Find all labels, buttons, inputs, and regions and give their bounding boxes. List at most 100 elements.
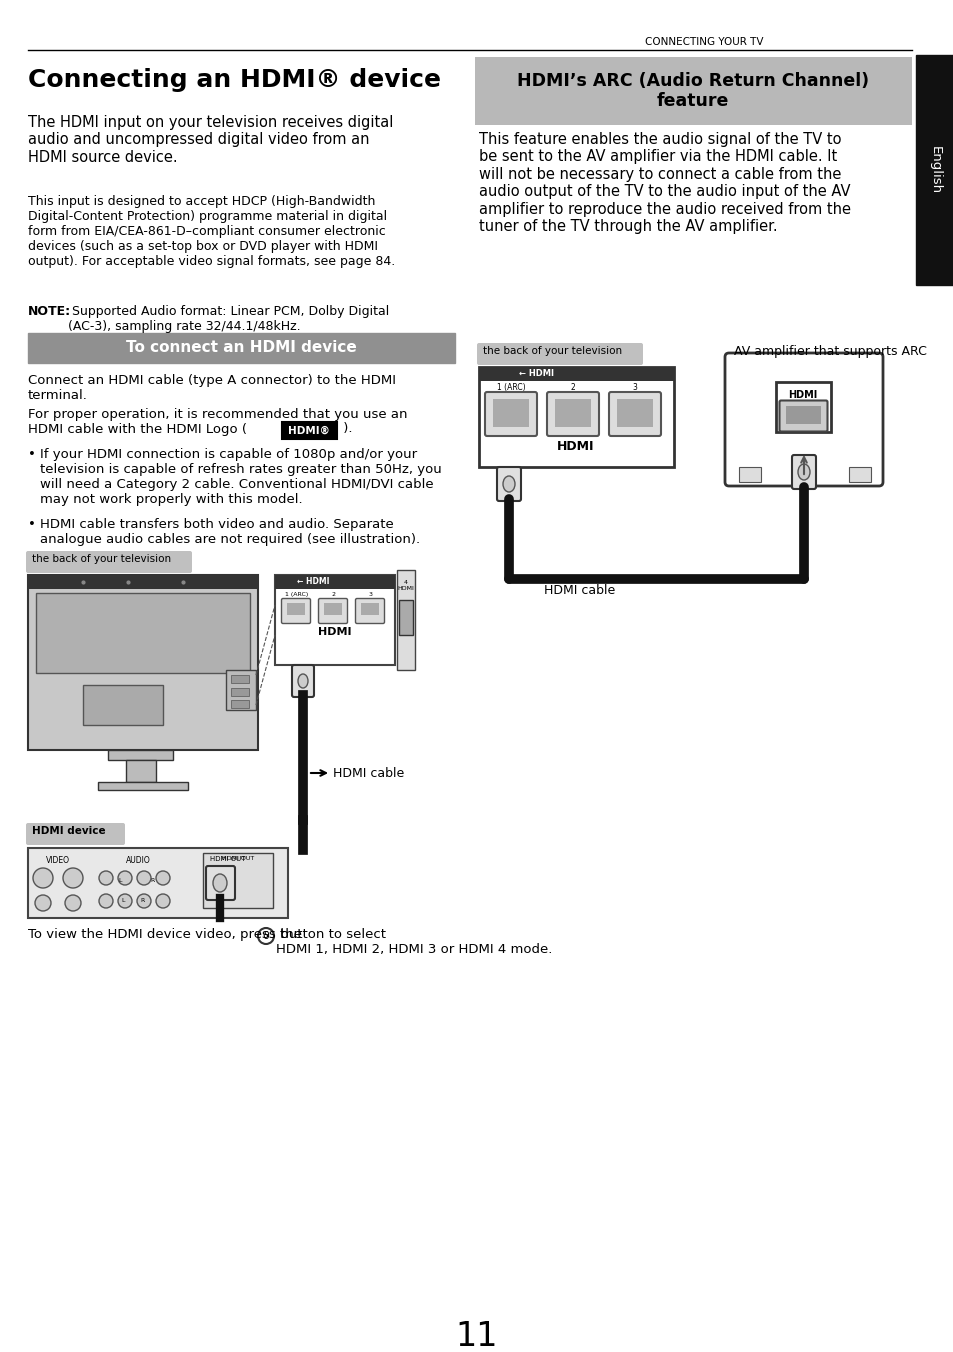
Bar (28, 575, 257, 589)
Text: HDMI OUT: HDMI OUT (210, 856, 246, 863)
Text: ← HDMI: ← HDMI (518, 369, 554, 379)
Text: 3: 3 (632, 383, 637, 392)
Text: 1 (ARC): 1 (ARC) (285, 592, 309, 598)
Bar (83, 685, 163, 725)
Text: 1 (ARC): 1 (ARC) (497, 383, 525, 392)
Text: If your HDMI connection is capable of 1080p and/or your
television is capable of: If your HDMI connection is capable of 10… (40, 448, 441, 506)
Bar (739, 466, 760, 483)
Text: HDMI’s ARC (Audio Return Channel)
feature: HDMI’s ARC (Audio Return Channel) featur… (517, 72, 868, 111)
Ellipse shape (502, 476, 515, 492)
Text: •: • (28, 448, 36, 461)
Text: HDMI®: HDMI® (288, 426, 330, 435)
Text: VIDEO: VIDEO (46, 856, 70, 865)
Text: R: R (141, 898, 145, 903)
Bar (274, 575, 395, 665)
Text: 4
HDMI: 4 HDMI (397, 580, 414, 591)
Bar (231, 700, 249, 708)
Text: HDMI cable transfers both video and audio. Separate
analogue audio cables are no: HDMI cable transfers both video and audi… (40, 518, 419, 546)
Bar (231, 675, 249, 683)
Bar (493, 399, 529, 427)
Text: HDMI: HDMI (318, 627, 352, 637)
Bar (396, 571, 415, 671)
Text: This input is designed to accept HDCP (High-Bandwidth
Digital-Content Protection: This input is designed to accept HDCP (H… (28, 195, 395, 268)
FancyBboxPatch shape (206, 867, 234, 900)
Text: 2: 2 (332, 592, 335, 598)
Text: English: English (927, 146, 941, 195)
Text: Connect an HDMI cable (type A connector) to the HDMI
terminal.: Connect an HDMI cable (type A connector)… (28, 375, 395, 402)
Text: HDMI: HDMI (557, 439, 594, 453)
FancyBboxPatch shape (318, 599, 347, 623)
Bar (785, 406, 821, 425)
Text: 3: 3 (369, 592, 373, 598)
Text: the back of your television: the back of your television (32, 554, 171, 564)
Bar (36, 594, 250, 673)
Text: HDMI cable: HDMI cable (333, 767, 404, 780)
Text: To connect an HDMI device: To connect an HDMI device (126, 341, 356, 356)
FancyBboxPatch shape (26, 552, 192, 573)
FancyBboxPatch shape (724, 353, 882, 485)
Text: ϑ: ϑ (262, 932, 269, 941)
Bar (848, 466, 870, 483)
Bar (231, 688, 249, 696)
FancyBboxPatch shape (779, 400, 826, 431)
FancyBboxPatch shape (476, 343, 642, 365)
Text: ← HDMI: ← HDMI (296, 577, 329, 587)
Text: button to select
HDMI 1, HDMI 2, HDMI 3 or HDMI 4 mode.: button to select HDMI 1, HDMI 2, HDMI 3 … (275, 927, 552, 956)
Text: L: L (121, 898, 125, 903)
Ellipse shape (297, 675, 308, 688)
FancyBboxPatch shape (484, 392, 537, 435)
FancyBboxPatch shape (26, 823, 125, 845)
FancyBboxPatch shape (546, 392, 598, 435)
Text: To view the HDMI device video, press the: To view the HDMI device video, press the (28, 927, 306, 941)
Text: HDMI cable: HDMI cable (543, 584, 615, 598)
Bar (475, 57, 911, 124)
Ellipse shape (213, 873, 227, 892)
Ellipse shape (797, 464, 809, 480)
Circle shape (257, 927, 274, 944)
Circle shape (156, 871, 170, 886)
Bar (282, 422, 336, 439)
Text: This feature enables the audio signal of the TV to
be sent to the AV amplifier v: This feature enables the audio signal of… (478, 132, 850, 234)
Bar (478, 366, 673, 466)
Bar (775, 383, 830, 433)
Text: R: R (151, 877, 155, 883)
Circle shape (35, 895, 51, 911)
Circle shape (63, 868, 83, 888)
Bar (555, 399, 590, 427)
Bar (287, 603, 305, 615)
FancyBboxPatch shape (497, 466, 520, 502)
FancyBboxPatch shape (292, 665, 314, 698)
Bar (274, 575, 395, 589)
Bar (98, 781, 188, 790)
Text: HDMI: HDMI (787, 389, 817, 400)
Text: Supported Audio format: Linear PCM, Dolby Digital
(AC-3), sampling rate 32/44.1/: Supported Audio format: Linear PCM, Dolb… (68, 306, 389, 333)
Circle shape (118, 871, 132, 886)
Text: AUDIO: AUDIO (126, 856, 151, 865)
Text: AV amplifier that supports ARC: AV amplifier that supports ARC (733, 345, 926, 358)
Text: NOTE:: NOTE: (28, 306, 71, 318)
Text: 2: 2 (570, 383, 575, 392)
FancyBboxPatch shape (355, 599, 384, 623)
Bar (108, 750, 172, 760)
Text: •: • (28, 518, 36, 531)
Circle shape (156, 894, 170, 909)
Text: The HDMI input on your television receives digital
audio and uncompressed digita: The HDMI input on your television receiv… (28, 115, 393, 165)
Circle shape (33, 868, 53, 888)
Text: the back of your television: the back of your television (482, 346, 621, 356)
Bar (617, 399, 652, 427)
Bar (324, 603, 341, 615)
Bar (360, 603, 378, 615)
FancyBboxPatch shape (608, 392, 660, 435)
Bar (398, 600, 413, 635)
Text: HDMI OUT: HDMI OUT (222, 856, 253, 861)
FancyBboxPatch shape (281, 599, 310, 623)
Text: CONNECTING YOUR TV: CONNECTING YOUR TV (644, 37, 762, 47)
Bar (915, 55, 953, 285)
Text: Connecting an HDMI® device: Connecting an HDMI® device (28, 68, 440, 92)
Text: For proper operation, it is recommended that you use an
HDMI cable with the HDMI: For proper operation, it is recommended … (28, 408, 407, 435)
Circle shape (137, 871, 151, 886)
FancyBboxPatch shape (791, 456, 815, 489)
Bar (203, 853, 273, 909)
Text: HDMI device: HDMI device (32, 826, 106, 836)
Circle shape (118, 894, 132, 909)
